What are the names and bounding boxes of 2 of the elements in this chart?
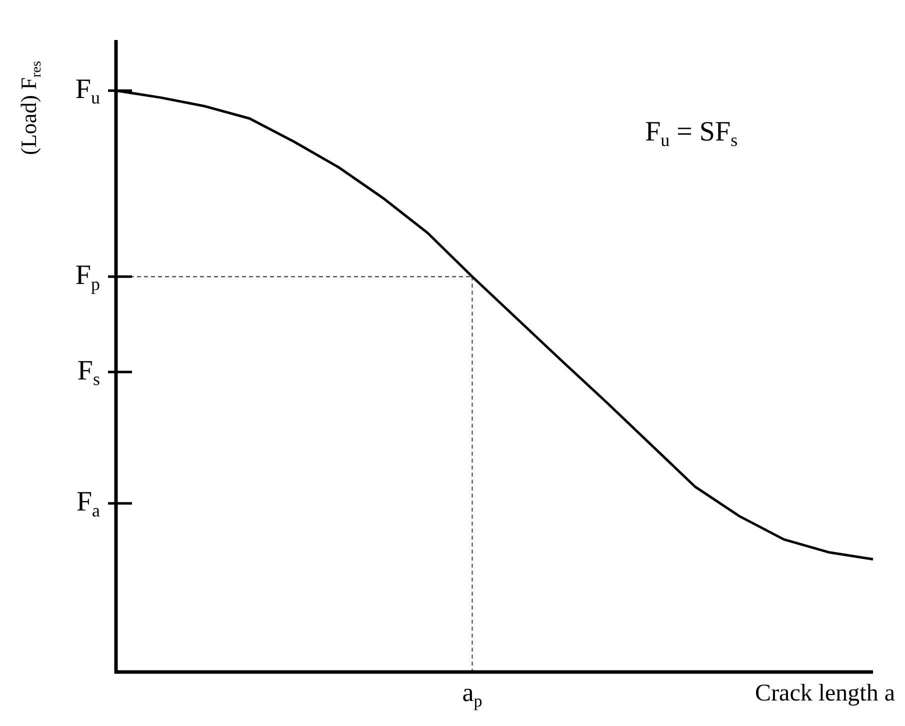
y-axis-title: (Load) Fres xyxy=(16,61,44,155)
x-axis-title: Crack length a xyxy=(755,680,896,706)
